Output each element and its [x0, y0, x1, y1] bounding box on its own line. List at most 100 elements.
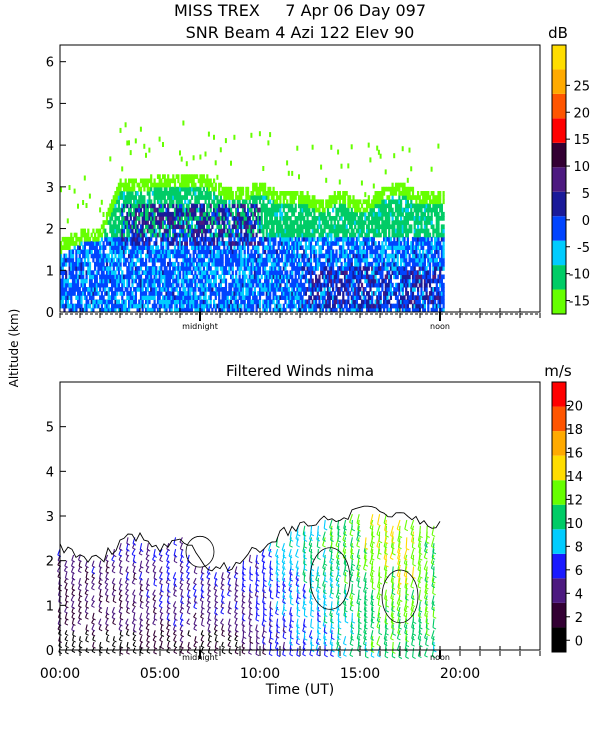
snr-cell: [194, 241, 197, 246]
snr-cell: [150, 282, 153, 288]
snr-cell: [180, 174, 183, 179]
snr-cell: [184, 182, 187, 188]
snr-cell: [252, 266, 255, 271]
snr-cell: [182, 299, 185, 305]
snr-cell: [184, 299, 187, 305]
snr-cell: [303, 249, 306, 255]
snr-cell: [151, 287, 154, 292]
snr-cell: [248, 224, 251, 230]
snr-cell: [214, 291, 217, 296]
snr-cell: [207, 236, 211, 242]
snr-cell: [182, 203, 185, 209]
snr-cell: [269, 245, 272, 250]
snr-cell: [202, 224, 205, 230]
snr-cell: [162, 282, 165, 288]
snr-cell: [350, 282, 353, 288]
snr-cell: [401, 232, 404, 238]
snr-cell: [372, 241, 375, 246]
snr-cell: [301, 195, 304, 200]
snr-cell: [73, 278, 76, 284]
snr-cell: [411, 282, 415, 288]
snr-cell: [418, 274, 421, 280]
snr-cell: [264, 261, 267, 267]
snr-cell: [223, 303, 226, 309]
snr-cell: [248, 266, 251, 271]
snr-cell: [206, 211, 209, 217]
snr-cell: [332, 216, 335, 221]
snr-cell: [213, 303, 216, 309]
snr-cell: [401, 228, 404, 234]
snr-cell: [420, 199, 423, 205]
snr-cell: [60, 241, 63, 246]
snr-cell: [190, 303, 194, 309]
snr-cell: [218, 216, 221, 221]
snr-cell: [367, 220, 370, 225]
snr-cell: [77, 287, 80, 292]
snr-cell: [172, 236, 175, 242]
snr-cell: [126, 287, 129, 292]
snr-cell: [177, 249, 180, 255]
snr-cell: [360, 249, 364, 255]
snr-cell: [275, 203, 279, 209]
snr-cell: [398, 224, 401, 230]
snr-cell: [228, 236, 231, 242]
snr-cell: [192, 299, 195, 305]
snr-cell: [296, 253, 299, 259]
snr-cell: [124, 199, 127, 205]
snr-cell: [207, 295, 211, 300]
snr-cell: [417, 224, 420, 230]
snr-cell: [247, 186, 250, 192]
snr-cell: [418, 253, 421, 259]
snr-cell: [396, 274, 399, 280]
snr-cell: [226, 261, 229, 267]
snr-cell: [325, 241, 328, 246]
snr-cell: [333, 191, 336, 196]
snr-cell: [226, 228, 229, 234]
snr-cell: [282, 249, 285, 255]
snr-cell: [187, 299, 190, 305]
snr-cell: [102, 241, 105, 246]
snr-cell: [211, 182, 214, 188]
snr-cell: [252, 291, 255, 296]
snr-cell: [204, 278, 207, 284]
snr-cell: [328, 274, 331, 280]
snr-cell: [128, 282, 131, 288]
snr-cell: [330, 291, 333, 296]
snr-cell: [311, 287, 314, 292]
snr-cell: [299, 261, 302, 267]
snr-cell: [400, 216, 403, 221]
snr-cell: [223, 270, 226, 275]
snr-cell: [391, 261, 394, 267]
snr-cell: [206, 174, 209, 179]
snr-cell: [107, 307, 110, 313]
snr-cell: [311, 278, 314, 284]
snr-cell: [167, 287, 170, 292]
snr-cell: [155, 241, 158, 246]
snr-cell: [100, 291, 103, 296]
snr-cell: [291, 224, 294, 230]
snr-cell: [367, 228, 370, 234]
snr-cell: [394, 282, 398, 288]
snr-cell: [257, 257, 260, 263]
snr-cell: [274, 232, 277, 238]
snr-cell: [131, 274, 134, 280]
snr-cell: [262, 224, 265, 230]
snr-cell: [335, 270, 338, 275]
snr-cell: [267, 224, 270, 230]
snr-cell: [401, 282, 404, 288]
snr-cell: [180, 178, 183, 184]
snr-cell: [141, 249, 144, 255]
snr-cell: [374, 241, 377, 246]
snr-cell: [301, 253, 304, 259]
snr-cell: [275, 224, 279, 230]
snr-cell: [230, 257, 233, 263]
snr-cell: [201, 249, 204, 255]
snr-cell: [386, 287, 389, 292]
snr-cell: [194, 203, 197, 209]
snr-cell: [194, 266, 197, 271]
snr-cell: [400, 257, 403, 263]
snr-cell: [270, 236, 273, 242]
snr-cell: [422, 266, 425, 271]
snr-cell: [105, 303, 109, 309]
snr-cell: [138, 232, 141, 238]
